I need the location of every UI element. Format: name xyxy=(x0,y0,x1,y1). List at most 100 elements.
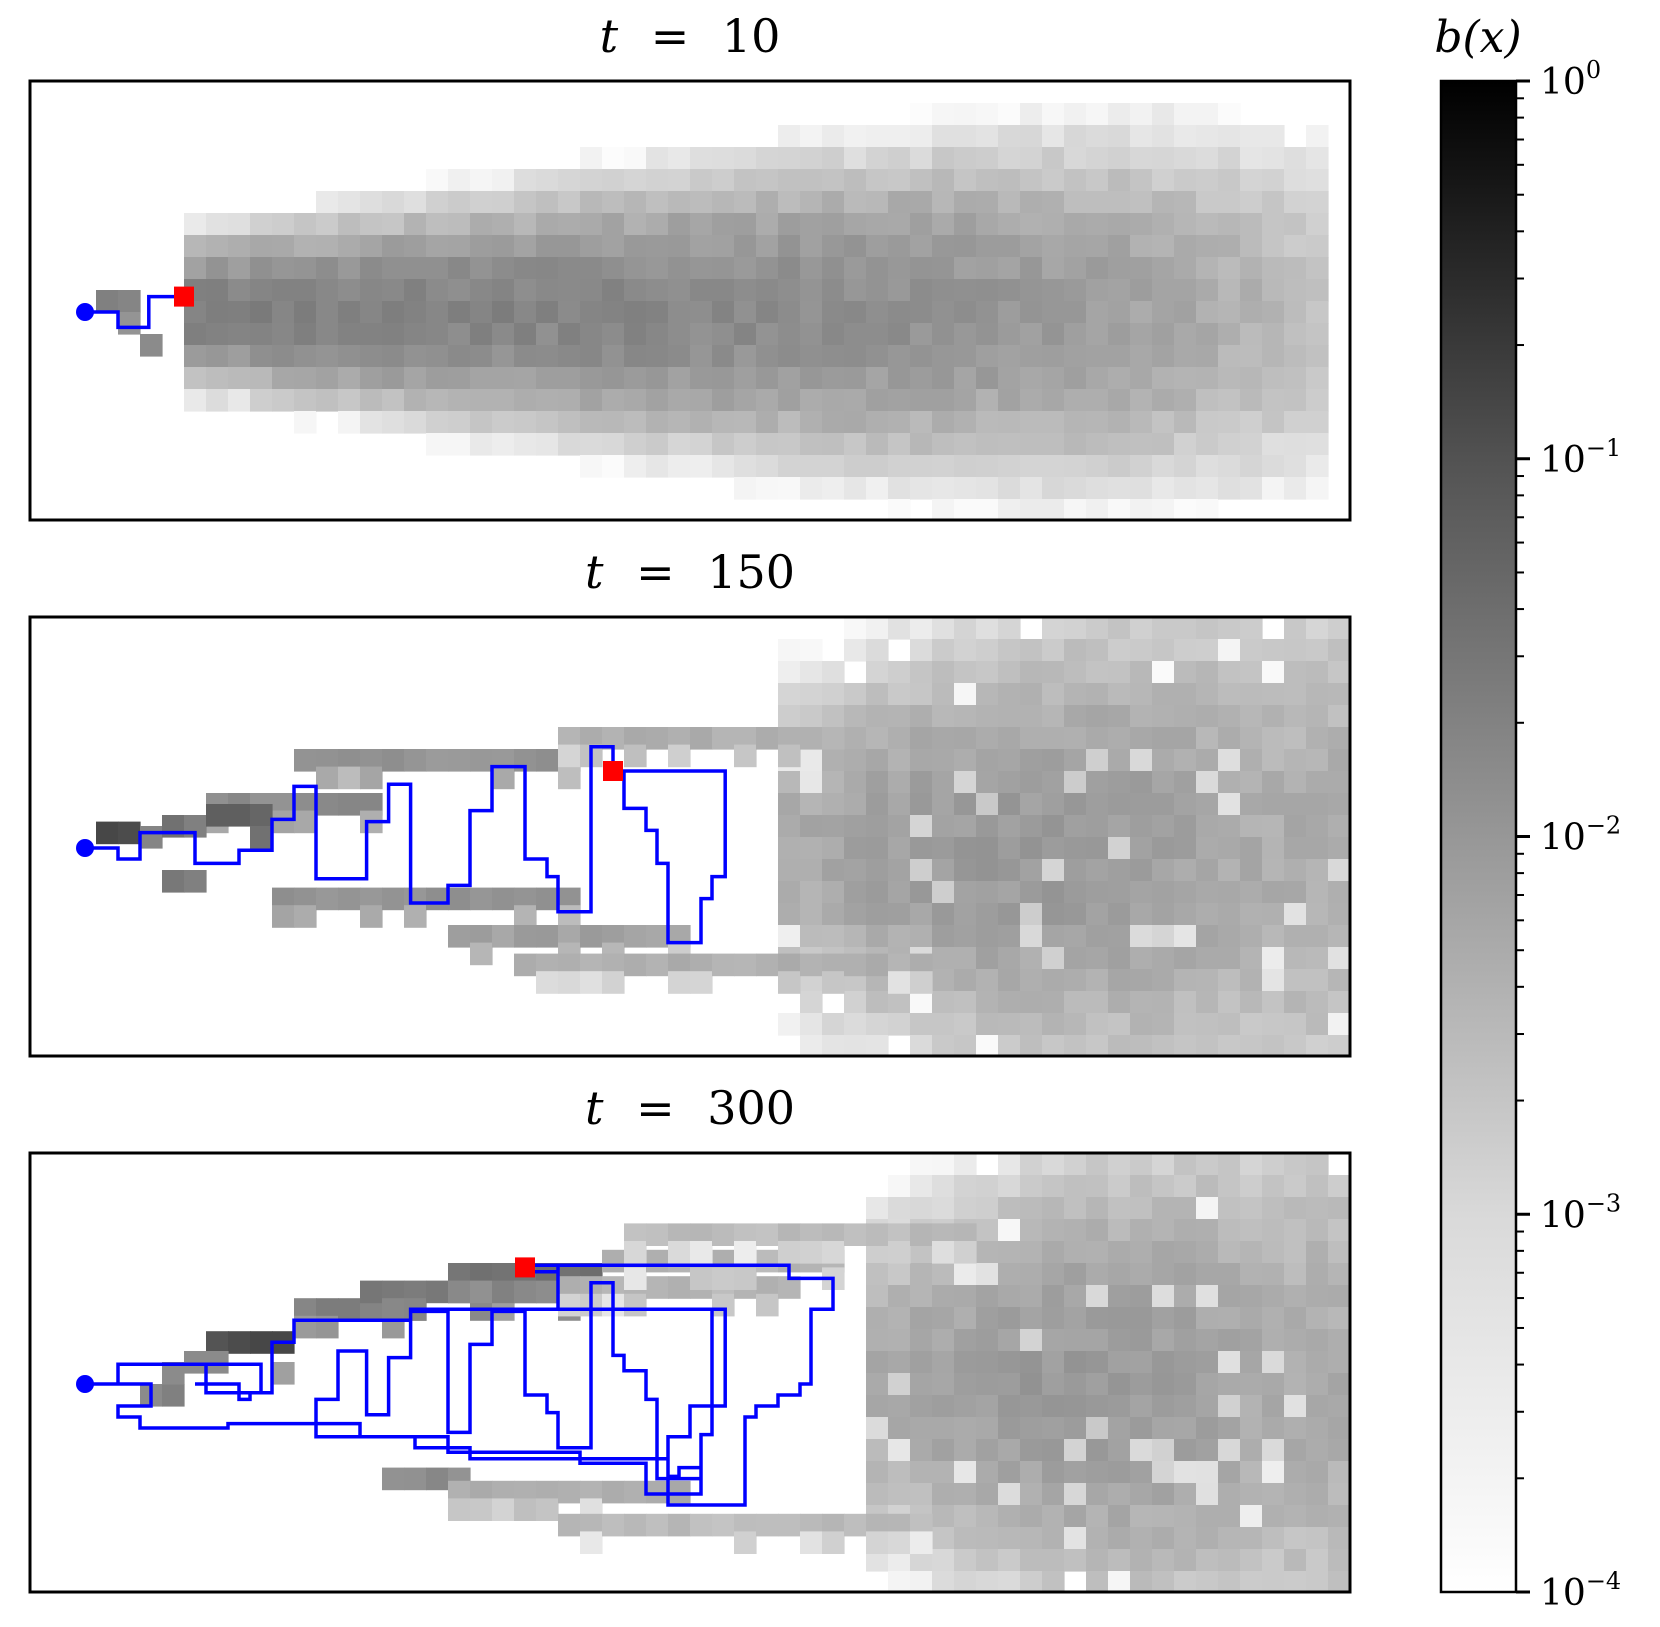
belief-cell xyxy=(1064,1329,1087,1352)
belief-cell xyxy=(1218,433,1241,456)
title-value: 300 xyxy=(707,1081,795,1135)
belief-cell xyxy=(404,323,427,346)
belief-cell xyxy=(822,235,845,258)
belief-cell xyxy=(712,389,735,412)
belief-cell xyxy=(998,837,1021,860)
belief-cell xyxy=(646,345,669,368)
belief-cell xyxy=(580,235,603,258)
belief-cell xyxy=(1306,1549,1329,1572)
belief-cell xyxy=(1218,881,1241,904)
belief-cell xyxy=(1240,125,1263,148)
belief-cell xyxy=(404,213,427,236)
belief-cell xyxy=(1196,411,1219,434)
belief-cell xyxy=(778,971,801,994)
belief-cell xyxy=(360,323,383,346)
belief-cell xyxy=(998,947,1021,970)
belief-cell xyxy=(338,389,361,412)
belief-cell xyxy=(822,191,845,214)
belief-cell xyxy=(910,815,933,838)
belief-cell xyxy=(1042,991,1065,1014)
belief-cell xyxy=(1262,1395,1285,1418)
belief-cell xyxy=(866,617,889,640)
belief-cell xyxy=(800,639,823,662)
belief-cell xyxy=(426,301,449,324)
colorbar-tick-label: 10−1 xyxy=(1540,434,1621,481)
belief-cell xyxy=(844,639,867,662)
belief-cell xyxy=(976,1373,999,1396)
belief-cell xyxy=(954,1527,977,1550)
belief-cell xyxy=(932,1285,955,1308)
belief-cell xyxy=(448,1280,471,1304)
belief-cell xyxy=(1086,793,1109,816)
belief-cell xyxy=(822,1035,845,1056)
belief-cell xyxy=(1196,1483,1219,1506)
belief-cell xyxy=(1042,903,1065,926)
belief-cell xyxy=(1196,1285,1219,1308)
belief-cell xyxy=(888,661,911,684)
belief-cell xyxy=(954,301,977,324)
belief-cell xyxy=(1042,1571,1065,1592)
belief-cell xyxy=(624,1241,647,1264)
belief-cell xyxy=(1174,749,1197,772)
belief-cell xyxy=(1152,1571,1175,1592)
belief-cell xyxy=(954,969,977,992)
belief-cell xyxy=(470,169,493,192)
belief-cell xyxy=(778,639,801,662)
belief-cell xyxy=(712,367,735,390)
belief-cell xyxy=(1174,683,1197,706)
belief-cell xyxy=(1174,1329,1197,1352)
belief-cell xyxy=(338,793,361,816)
belief-cell xyxy=(646,147,669,170)
belief-cell xyxy=(426,749,449,772)
belief-cell xyxy=(888,1197,911,1220)
belief-cell xyxy=(1196,1461,1219,1484)
belief-cell xyxy=(294,301,317,324)
belief-cell xyxy=(998,705,1021,728)
belief-cell xyxy=(800,1513,823,1537)
belief-cell xyxy=(1262,191,1285,214)
belief-cell xyxy=(1086,727,1109,750)
belief-cell xyxy=(1218,815,1241,838)
belief-cell xyxy=(800,1241,823,1264)
belief-cell xyxy=(1196,727,1219,750)
belief-cell xyxy=(822,749,845,772)
belief-cell xyxy=(866,323,889,346)
belief-cell xyxy=(1174,1263,1197,1286)
belief-cell xyxy=(1284,279,1307,302)
belief-cell xyxy=(1218,925,1241,948)
belief-cell xyxy=(1152,455,1175,478)
belief-cell xyxy=(1086,683,1109,706)
belief-cell xyxy=(1130,257,1153,280)
belief-cell xyxy=(756,411,779,434)
belief-cell xyxy=(1196,345,1219,368)
belief-cell xyxy=(844,727,867,750)
belief-cell xyxy=(976,683,999,706)
belief-cell xyxy=(1196,1395,1219,1418)
belief-cell xyxy=(910,389,933,412)
belief-cell xyxy=(866,191,889,214)
belief-cell xyxy=(1284,771,1307,794)
belief-cell xyxy=(800,411,823,434)
belief-cell xyxy=(822,727,845,750)
belief-cell xyxy=(602,433,625,456)
belief-cell xyxy=(954,947,977,970)
belief-cell xyxy=(1086,169,1109,192)
belief-cell xyxy=(1108,279,1131,302)
belief-cell xyxy=(1262,1439,1285,1462)
belief-cell xyxy=(756,279,779,302)
belief-cell xyxy=(184,870,207,893)
belief-cell xyxy=(800,257,823,280)
belief-cell xyxy=(1108,411,1131,434)
belief-cell xyxy=(668,433,691,456)
belief-cell xyxy=(1328,1571,1350,1592)
belief-cell xyxy=(1108,1329,1131,1352)
belief-cell xyxy=(602,1249,625,1273)
belief-cell xyxy=(1196,499,1219,520)
belief-cell xyxy=(1020,477,1043,500)
belief-cell xyxy=(954,1285,977,1308)
belief-cell xyxy=(954,1461,977,1484)
belief-cell xyxy=(382,367,405,390)
belief-cell xyxy=(690,953,713,977)
belief-cell xyxy=(822,683,845,706)
belief-cell xyxy=(1152,367,1175,390)
